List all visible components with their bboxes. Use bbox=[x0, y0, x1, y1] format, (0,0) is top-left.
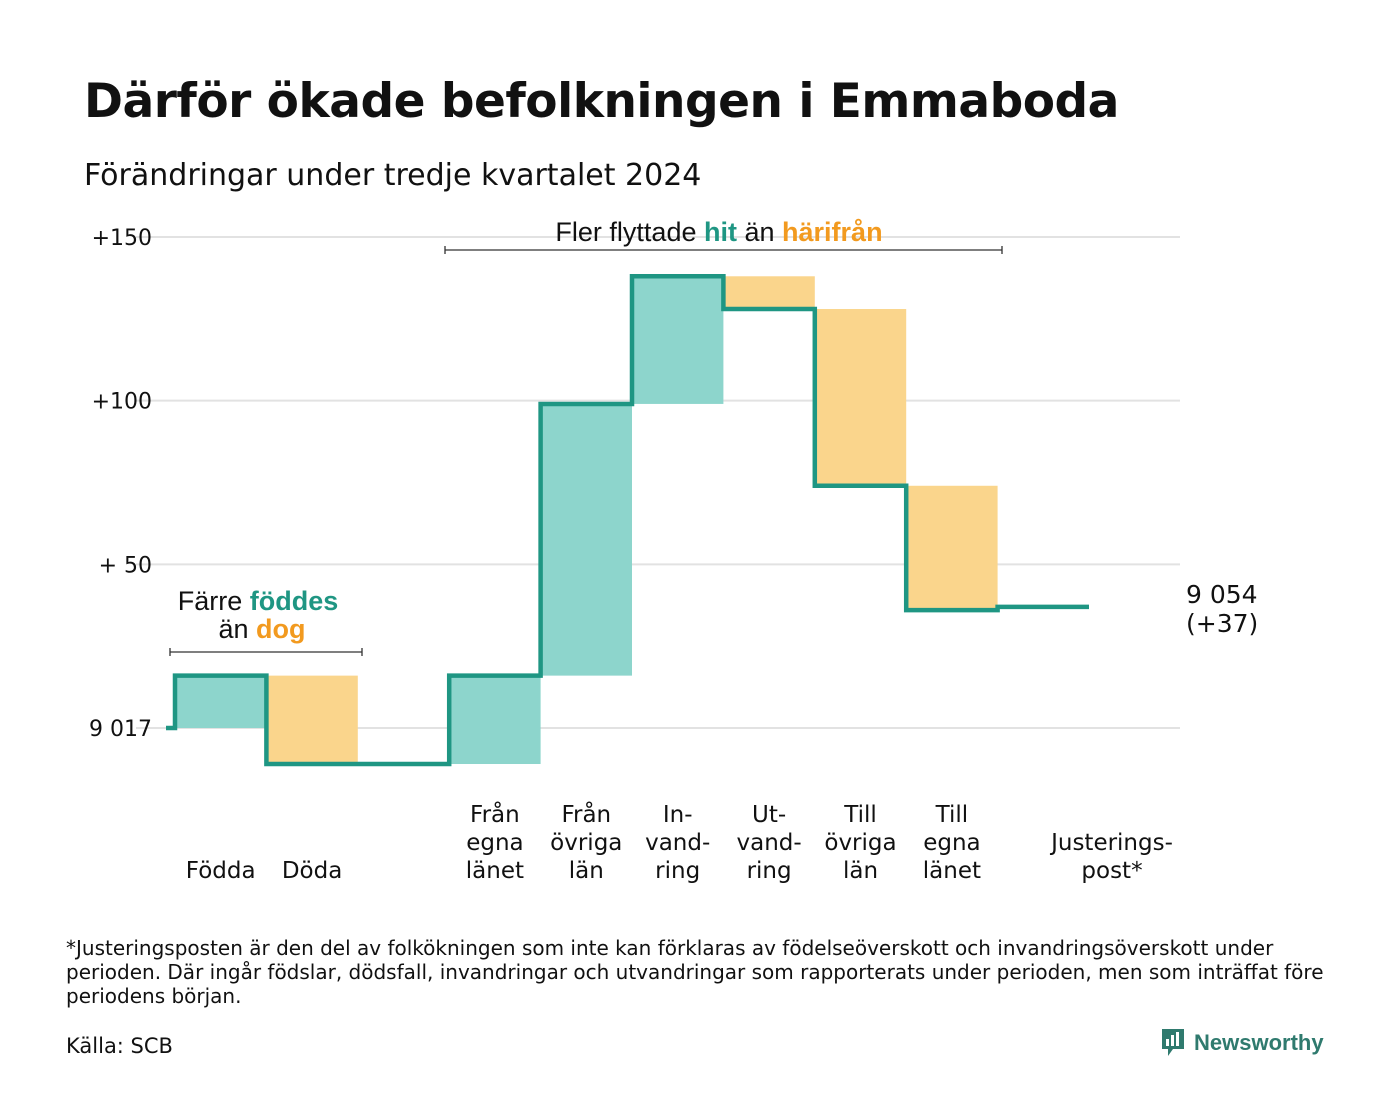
x-category-label: län bbox=[843, 858, 878, 884]
births-annotation-line1: Färre föddes bbox=[178, 586, 339, 616]
x-category-label: Från bbox=[561, 800, 611, 828]
chart-title: Därför ökade befolkningen i Emmaboda bbox=[84, 74, 1119, 129]
decrease-bar bbox=[266, 675, 358, 765]
waterfall-chart: +150 +100 + 50 9 017 9 054(+37) Födda Döda Från… bbox=[89, 217, 1258, 884]
footnote: *Justeringsposten är den del av folkökni… bbox=[66, 936, 1324, 1008]
increase-bar bbox=[632, 276, 724, 404]
x-category-label: övriga bbox=[550, 830, 622, 856]
x-category-label: Döda bbox=[282, 858, 342, 884]
x-category-label: In- bbox=[663, 802, 693, 828]
x-category-label: länet bbox=[923, 858, 981, 884]
y-tick-label: +100 bbox=[92, 390, 152, 415]
cumulative-step-line bbox=[166, 274, 1089, 767]
x-category-label: länet bbox=[466, 858, 524, 884]
increase-bar bbox=[175, 675, 267, 728]
increase-bar bbox=[449, 675, 541, 765]
births-annotation-line2: än dog bbox=[218, 614, 305, 644]
end-total-label: 9 054 bbox=[1186, 580, 1258, 609]
x-category-label: ring bbox=[747, 858, 792, 884]
x-category-label: ring bbox=[655, 858, 700, 884]
x-category-label: Till bbox=[843, 802, 877, 828]
x-category-label: Från bbox=[470, 800, 520, 828]
x-category-label: egna bbox=[466, 830, 523, 856]
x-category-label: Till bbox=[935, 802, 969, 828]
x-category-label: Justerings- bbox=[1049, 830, 1173, 856]
increase-bar bbox=[540, 403, 632, 676]
moves-annotation: Fler flyttade hit än härifrån bbox=[555, 217, 882, 247]
x-category-label: övriga bbox=[824, 830, 896, 856]
decrease-bar bbox=[723, 276, 815, 310]
x-category-label: Ut- bbox=[752, 802, 786, 828]
x-category-label: Födda bbox=[186, 858, 256, 884]
newsworthy-logo-icon bbox=[1162, 1029, 1184, 1056]
end-change-label: (+37) bbox=[1186, 609, 1258, 638]
x-category-label: län bbox=[569, 858, 604, 884]
y-tick-label: + 50 bbox=[99, 553, 152, 578]
y-tick-label: +150 bbox=[92, 226, 152, 251]
x-category-label: egna bbox=[923, 830, 980, 856]
x-category-label: vand- bbox=[737, 830, 802, 856]
x-category-label: post* bbox=[1081, 858, 1142, 884]
decrease-bar bbox=[814, 309, 907, 486]
chart-subtitle: Förändringar under tredje kvartalet 2024 bbox=[84, 158, 702, 193]
y-tick-label: 9 017 bbox=[89, 717, 152, 742]
source-label: Källa: SCB bbox=[66, 1034, 173, 1058]
x-category-label: vand- bbox=[645, 830, 710, 856]
brand: Newsworthy bbox=[1160, 1027, 1324, 1059]
decrease-bar bbox=[906, 485, 998, 611]
brand-name: Newsworthy bbox=[1194, 1030, 1324, 1055]
